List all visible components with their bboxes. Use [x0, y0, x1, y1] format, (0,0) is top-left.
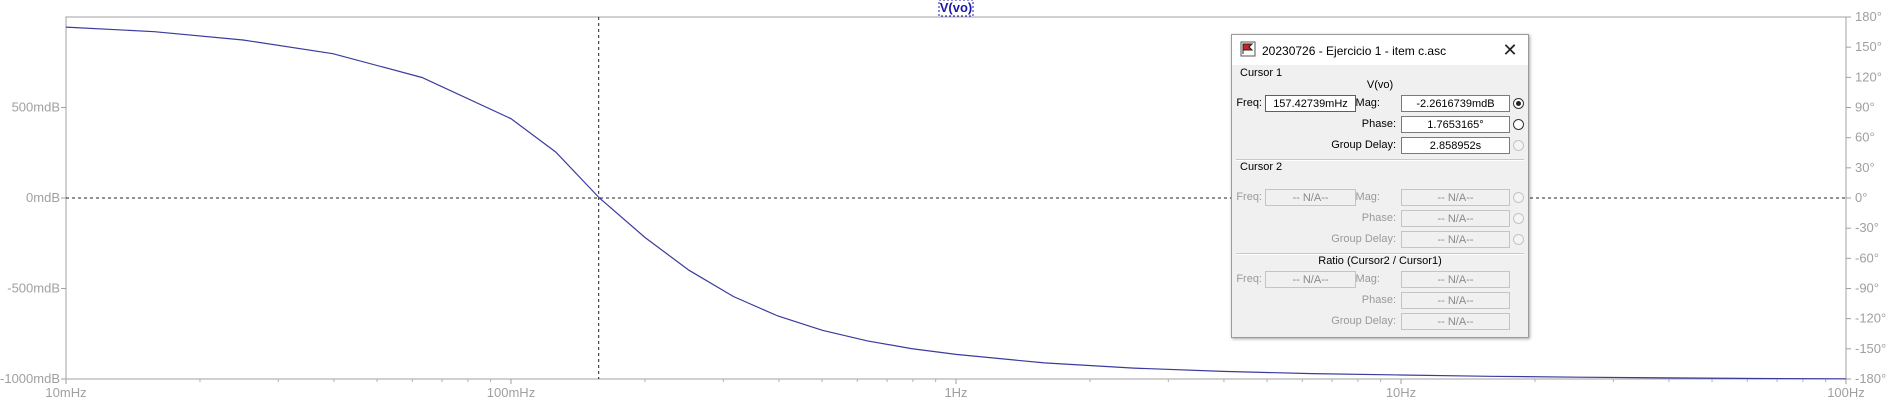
cursor1-trace-name: V(vo): [1366, 79, 1394, 91]
cursor1-phase-label: Phase:: [1361, 118, 1396, 130]
cursor2-mag-field[interactable]: -- N/A--: [1401, 189, 1510, 206]
ratio-mag-label: Mag:: [1355, 273, 1380, 285]
cursor1-group-delay-field[interactable]: 2.858952s: [1401, 137, 1510, 154]
cursor1-freq-field[interactable]: 157.42739mHz: [1265, 95, 1356, 112]
close-icon[interactable]: ✕: [1502, 40, 1518, 60]
x-tick-label: 100mHz: [487, 385, 535, 400]
cursor2-phase-field[interactable]: -- N/A--: [1401, 210, 1510, 227]
cursor1-group-delay-radio[interactable]: [1513, 140, 1524, 151]
cursor2-freq-label: Freq:: [1236, 191, 1262, 203]
ratio-mag-field[interactable]: -- N/A--: [1401, 271, 1510, 288]
y-tick-label: 500mdB: [12, 100, 60, 115]
y2-tick-label: -180°: [1855, 371, 1886, 386]
y2-tick-label: -90°: [1855, 281, 1879, 296]
cursor2-group-delay-label: Group Delay:: [1331, 233, 1396, 245]
cursor2-mag-radio[interactable]: [1513, 192, 1524, 203]
y2-tick-label: 150°: [1855, 39, 1882, 54]
chart-title-focus-box: [938, 0, 974, 17]
y2-tick-label: 120°: [1855, 69, 1882, 84]
y-tick-label: -1000mdB: [0, 371, 60, 386]
cursor2-group-delay-field[interactable]: -- N/A--: [1401, 231, 1510, 248]
cursor1-mag-radio[interactable]: [1513, 98, 1524, 109]
ratio-group-delay-label: Group Delay:: [1331, 315, 1396, 327]
x-tick-label: 10mHz: [45, 385, 86, 400]
ratio-group-delay-field[interactable]: -- N/A--: [1401, 313, 1510, 330]
y2-tick-label: -30°: [1855, 220, 1879, 235]
y2-tick-label: 60°: [1855, 130, 1875, 145]
separator: [1236, 253, 1524, 255]
x-tick-label: 10Hz: [1386, 385, 1416, 400]
y2-tick-label: 0°: [1855, 190, 1867, 205]
y2-tick-label: 180°: [1855, 9, 1882, 24]
x-tick-label: 1Hz: [944, 385, 967, 400]
y2-tick-label: 90°: [1855, 100, 1875, 115]
y2-tick-label: -120°: [1855, 311, 1886, 326]
y-tick-label: 0mdB: [26, 190, 60, 205]
ratio-freq-field[interactable]: -- N/A--: [1265, 271, 1356, 288]
series-line-vvo: [65, 26, 1847, 380]
cursor2-phase-radio[interactable]: [1513, 213, 1524, 224]
ratio-freq-label: Freq:: [1236, 273, 1262, 285]
cursor2-phase-label: Phase:: [1361, 212, 1396, 224]
cursor2-mag-label: Mag:: [1355, 191, 1380, 203]
cursor1-group-delay-label: Group Delay:: [1331, 139, 1396, 151]
ltspice-flag-icon: [1240, 41, 1256, 57]
x-tick-label: 100Hz: [1827, 385, 1865, 400]
ratio-phase-label: Phase:: [1361, 294, 1396, 306]
dialog-titlebar[interactable]: 20230726 - Ejercicio 1 - item c.asc ✕: [1232, 35, 1528, 65]
y2-tick-label: -150°: [1855, 341, 1886, 356]
y2-tick-label: -60°: [1855, 250, 1879, 265]
y-tick-label: -500mdB: [7, 281, 60, 296]
cursor1-phase-field[interactable]: 1.7653165°: [1401, 116, 1510, 133]
cursor1-mag-label: Mag:: [1355, 97, 1380, 109]
cursor1-group-label: Cursor 1: [1240, 67, 1283, 79]
cursor-dialog[interactable]: 20230726 - Ejercicio 1 - item c.asc ✕ Cu…: [1231, 34, 1529, 338]
y2-tick-label: 30°: [1855, 160, 1875, 175]
cursor2-group-delay-radio[interactable]: [1513, 234, 1524, 245]
cursor2-freq-field[interactable]: -- N/A--: [1265, 189, 1356, 206]
cursor1-freq-label: Freq:: [1236, 97, 1262, 109]
ratio-phase-field[interactable]: -- N/A--: [1401, 292, 1510, 309]
cursor2-group-label: Cursor 2: [1240, 161, 1283, 173]
dialog-title: 20230726 - Ejercicio 1 - item c.asc: [1262, 44, 1447, 58]
ratio-group-label: Ratio (Cursor2 / Cursor1): [1318, 255, 1442, 267]
cursor1-phase-radio[interactable]: [1513, 119, 1524, 130]
separator: [1236, 159, 1524, 161]
chart-title[interactable]: V(vo): [940, 0, 973, 15]
cursor1-mag-field[interactable]: -2.2616739mdB: [1401, 95, 1510, 112]
